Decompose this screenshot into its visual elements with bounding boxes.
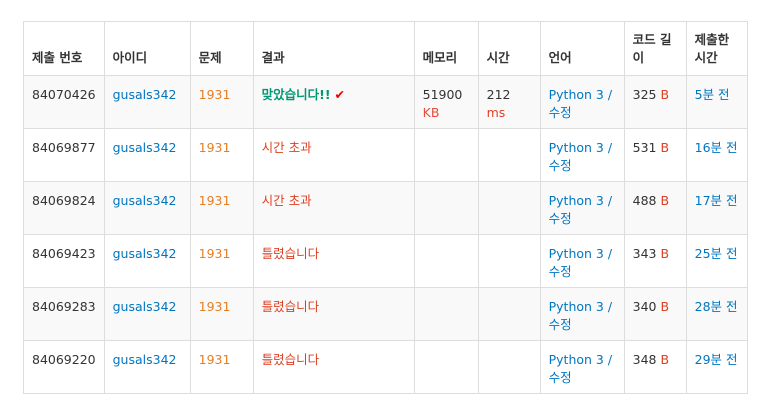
problem-link[interactable]: 1931 [198, 299, 231, 314]
edit-link[interactable]: 수정 [548, 211, 572, 226]
memory-value: 51900 [422, 87, 463, 102]
submitted-time-link[interactable]: 25분 전 [694, 246, 738, 261]
edit-link[interactable]: 수정 [548, 105, 572, 120]
submission-id: 84069877 [23, 128, 105, 182]
user-link[interactable]: gusals342 [112, 299, 177, 314]
header-row: 제출 번호 아이디 문제 결과 메모리 시간 언어 코드 길이 제출한 시간 [23, 21, 748, 76]
table-row: 84069824 gusals342 1931 시간 초과 Python 3 /… [23, 181, 748, 235]
code-length-value: 348 [632, 352, 657, 367]
code-length-unit: B [660, 87, 670, 102]
problem-link[interactable]: 1931 [198, 352, 231, 367]
user-link[interactable]: gusals342 [112, 193, 177, 208]
header-id: 제출 번호 [23, 21, 105, 76]
checkmark-icon: ✔ [334, 87, 345, 102]
table-row: 84070426 gusals342 1931 맞았습니다!! ✔ 51900 K… [23, 75, 748, 129]
language-link[interactable]: Python 3 [548, 87, 604, 102]
submission-table: 제출 번호 아이디 문제 결과 메모리 시간 언어 코드 길이 제출한 시간 8… [23, 21, 748, 394]
header-time: 시간 [477, 21, 541, 76]
table-row: 84069220 gusals342 1931 틀렸습니다 Python 3 /… [23, 340, 748, 394]
code-length-value: 343 [632, 246, 657, 261]
submitted-time-link[interactable]: 16분 전 [694, 140, 738, 155]
problem-link[interactable]: 1931 [198, 140, 231, 155]
code-length-value: 531 [632, 140, 657, 155]
language-link[interactable]: Python 3 [548, 246, 604, 261]
result-status: 틀렸습니다 [261, 352, 320, 367]
user-link[interactable]: gusals342 [112, 87, 177, 102]
language-link[interactable]: Python 3 [548, 193, 604, 208]
edit-link[interactable]: 수정 [548, 317, 572, 332]
code-length-value: 325 [632, 87, 657, 102]
header-code-length: 코드 길이 [623, 21, 687, 76]
submitted-time-link[interactable]: 17분 전 [694, 193, 738, 208]
submission-id: 84069283 [23, 287, 105, 341]
submission-id: 84070426 [23, 75, 105, 129]
result-status: 틀렸습니다 [261, 299, 320, 314]
result-status: 시간 초과 [261, 193, 312, 208]
code-length-value: 488 [632, 193, 657, 208]
user-link[interactable]: gusals342 [112, 352, 177, 367]
table-row: 84069423 gusals342 1931 틀렸습니다 Python 3 /… [23, 234, 748, 288]
header-problem: 문제 [189, 21, 254, 76]
code-length-unit: B [660, 193, 670, 208]
submission-id: 84069423 [23, 234, 105, 288]
submitted-time-link[interactable]: 28분 전 [694, 299, 738, 314]
submitted-time-link[interactable]: 5분 전 [694, 87, 730, 102]
header-submitted: 제출한 시간 [685, 21, 748, 76]
time-unit: ms [486, 105, 506, 120]
header-user: 아이디 [103, 21, 191, 76]
submitted-time-link[interactable]: 29분 전 [694, 352, 738, 367]
language-link[interactable]: Python 3 [548, 299, 604, 314]
problem-link[interactable]: 1931 [198, 246, 231, 261]
code-length-unit: B [660, 299, 670, 314]
problem-link[interactable]: 1931 [198, 87, 231, 102]
problem-link[interactable]: 1931 [198, 193, 231, 208]
code-length-value: 340 [632, 299, 657, 314]
language-link[interactable]: Python 3 [548, 140, 604, 155]
edit-link[interactable]: 수정 [548, 158, 572, 173]
code-length-unit: B [660, 140, 670, 155]
header-memory: 메모리 [413, 21, 479, 76]
user-link[interactable]: gusals342 [112, 140, 177, 155]
table-row: 84069283 gusals342 1931 틀렸습니다 Python 3 /… [23, 287, 748, 341]
edit-link[interactable]: 수정 [548, 264, 572, 279]
submission-id: 84069220 [23, 340, 105, 394]
edit-link[interactable]: 수정 [548, 370, 572, 385]
result-status: 시간 초과 [261, 140, 312, 155]
header-language: 언어 [539, 21, 625, 76]
code-length-unit: B [660, 352, 670, 367]
result-status: 틀렸습니다 [261, 246, 320, 261]
table-row: 84069877 gusals342 1931 시간 초과 Python 3 /… [23, 128, 748, 182]
result-status: 맞았습니다!! [261, 87, 331, 102]
header-result: 결과 [252, 21, 415, 76]
submission-id: 84069824 [23, 181, 105, 235]
code-length-unit: B [660, 246, 670, 261]
user-link[interactable]: gusals342 [112, 246, 177, 261]
language-link[interactable]: Python 3 [548, 352, 604, 367]
memory-unit: KB [422, 105, 440, 120]
time-value: 212 [486, 87, 511, 102]
